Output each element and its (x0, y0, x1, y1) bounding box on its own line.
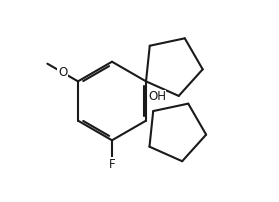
Text: OH: OH (148, 90, 166, 103)
Text: F: F (109, 158, 115, 171)
Text: O: O (58, 66, 67, 79)
